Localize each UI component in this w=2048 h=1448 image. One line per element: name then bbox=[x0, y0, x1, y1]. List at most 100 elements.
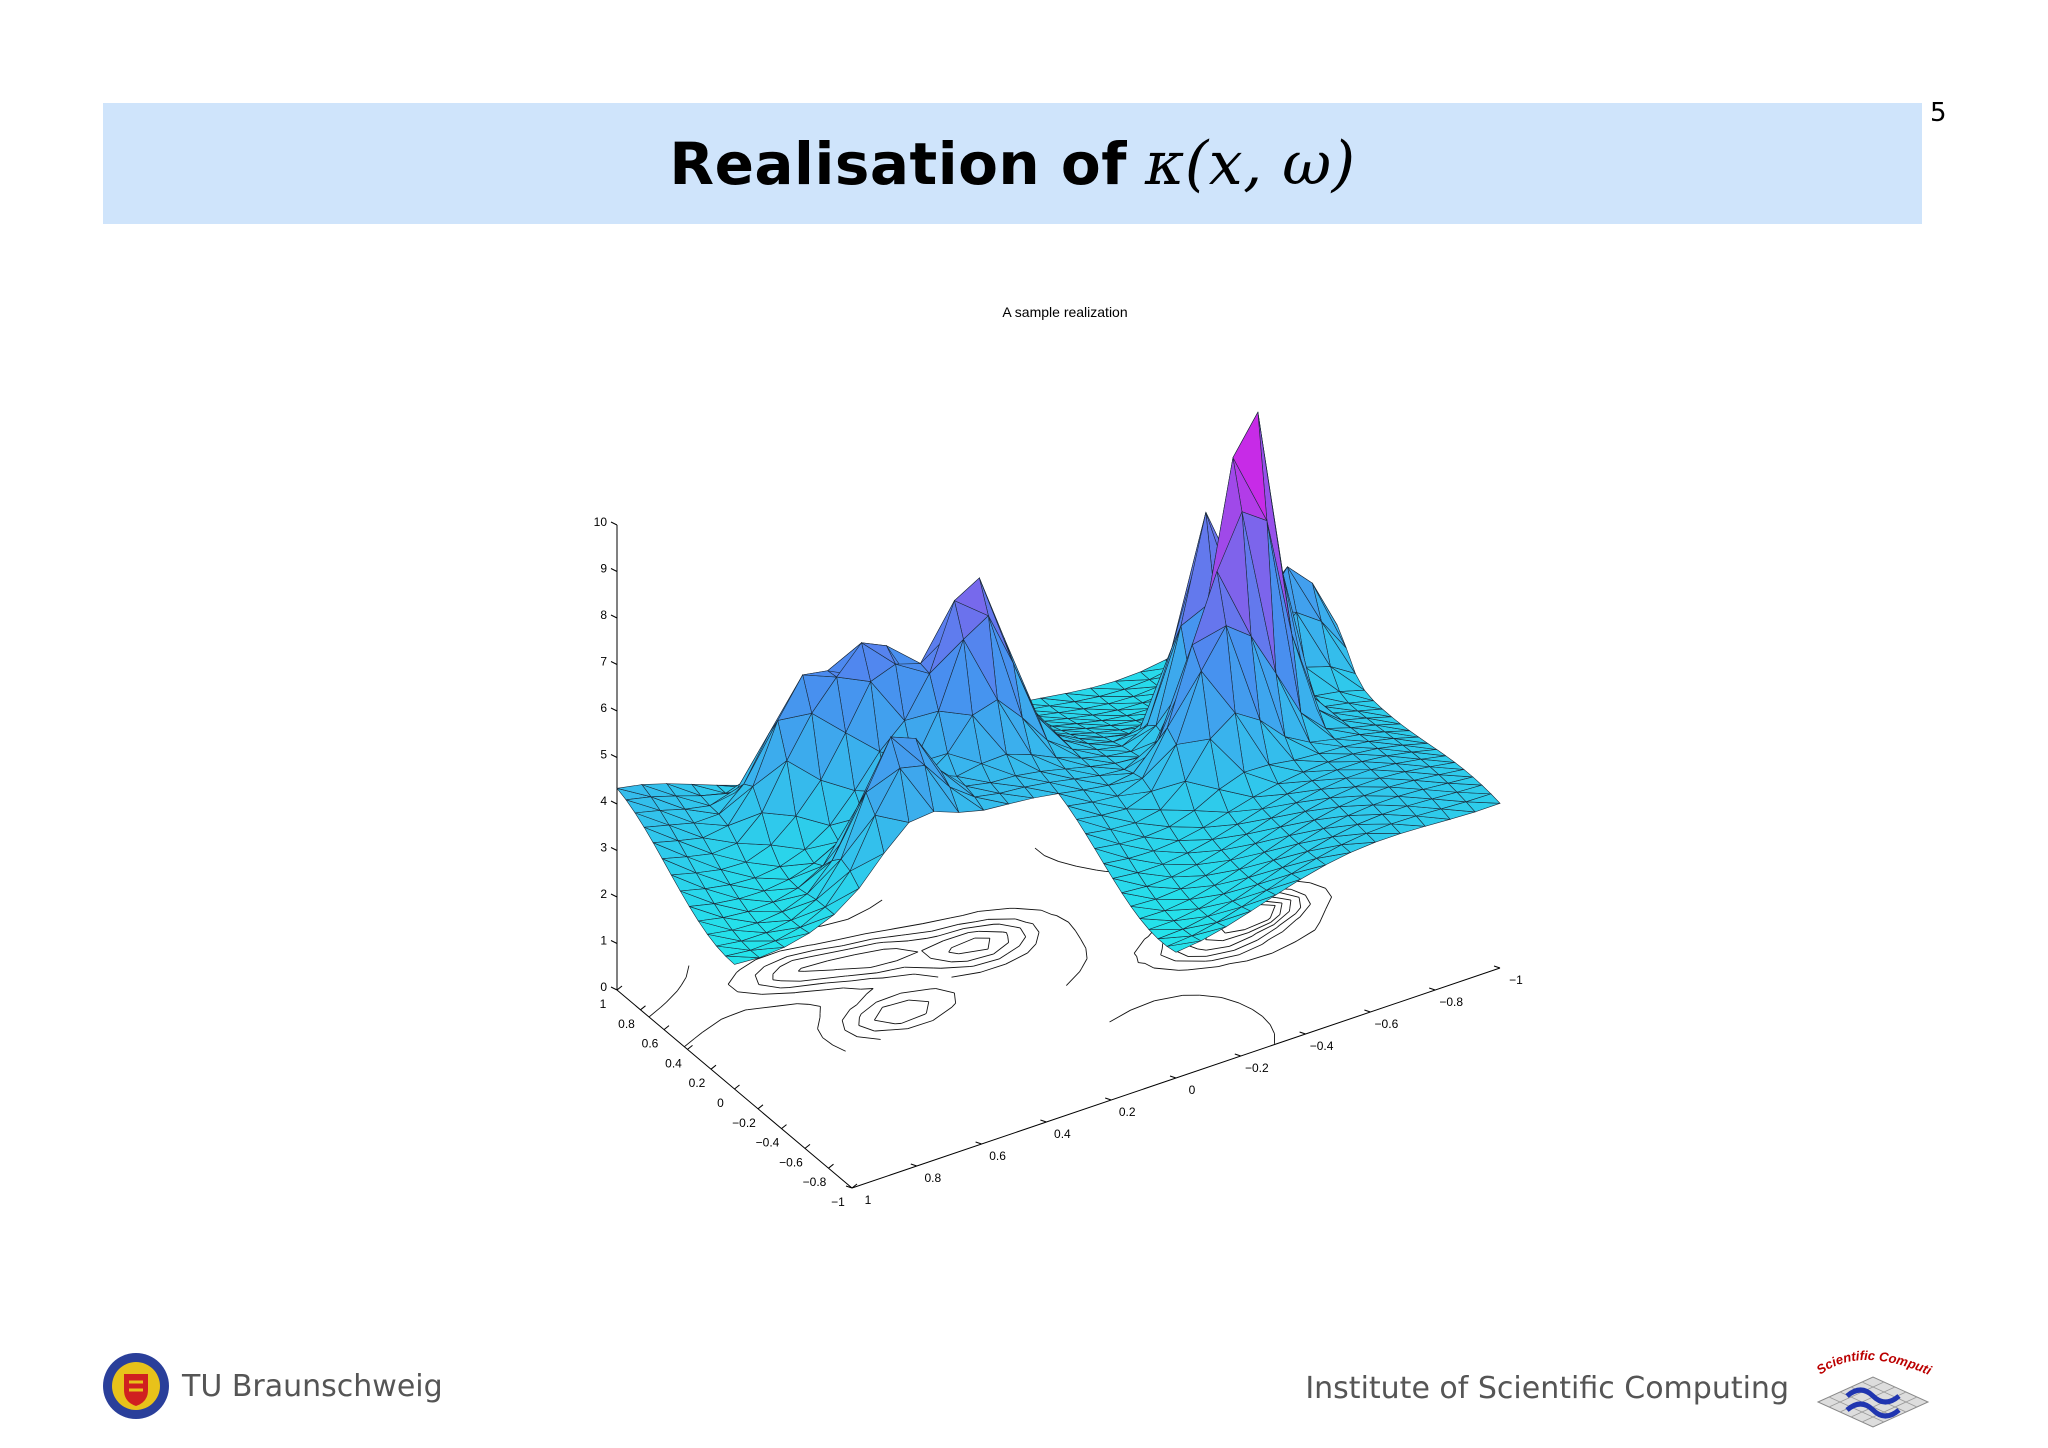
surface-facet bbox=[743, 720, 779, 785]
surface-facet bbox=[1366, 716, 1401, 725]
surface-facet bbox=[1049, 778, 1085, 791]
surface-facet bbox=[730, 877, 765, 892]
contour-segment bbox=[648, 1006, 662, 1018]
contour-segment bbox=[788, 983, 820, 989]
contour-segment bbox=[826, 980, 852, 984]
surface-facet bbox=[739, 890, 774, 903]
z-tick-label: 0 bbox=[600, 980, 607, 994]
surface-facet bbox=[1241, 511, 1277, 674]
surface-facet bbox=[1402, 743, 1437, 750]
surface-facet bbox=[1094, 843, 1130, 859]
surface-facet bbox=[775, 926, 811, 942]
surface-facet bbox=[1101, 715, 1136, 721]
y-tick-label: 0.6 bbox=[989, 1149, 1006, 1163]
surface-facet bbox=[786, 712, 822, 781]
contour-segment bbox=[1282, 919, 1297, 933]
contour-segment bbox=[1299, 903, 1311, 918]
contour-segment bbox=[1270, 914, 1281, 923]
surface-facet bbox=[741, 932, 777, 942]
surface-facet bbox=[1323, 815, 1358, 829]
surface-facet bbox=[1225, 625, 1261, 721]
surface-facet bbox=[1042, 718, 1077, 724]
surface-facet bbox=[990, 775, 1026, 788]
contour-segment bbox=[1160, 954, 1176, 962]
contour-segment bbox=[727, 972, 737, 985]
contour-segment bbox=[1229, 935, 1253, 947]
surface-facet bbox=[1157, 928, 1193, 940]
surface-facet bbox=[754, 866, 790, 880]
contour-segment bbox=[1269, 1024, 1275, 1035]
surface-facet bbox=[1108, 772, 1144, 786]
contour-segment bbox=[804, 969, 834, 972]
surface-facet bbox=[1359, 731, 1395, 739]
contour-segment bbox=[973, 958, 1000, 967]
surface-facet bbox=[1110, 720, 1145, 726]
surface-facet bbox=[653, 840, 688, 858]
contour-segment bbox=[876, 941, 884, 944]
contour-segment bbox=[860, 1001, 877, 1015]
contour-segment bbox=[820, 918, 848, 927]
surface-facet bbox=[1332, 710, 1368, 719]
contour-segment bbox=[866, 988, 874, 995]
contour-segment bbox=[1007, 945, 1020, 954]
surface-facet bbox=[1330, 786, 1365, 799]
contour-segment bbox=[1068, 921, 1076, 931]
contour-segment bbox=[883, 940, 909, 943]
surface-facet bbox=[650, 795, 686, 810]
surface-facet bbox=[1193, 788, 1229, 813]
surface-facet bbox=[1150, 743, 1186, 792]
surface-facet bbox=[953, 577, 989, 617]
contour-segment bbox=[827, 959, 833, 962]
surface-facet bbox=[732, 922, 768, 934]
contour-segment bbox=[948, 951, 959, 955]
contour-segment bbox=[926, 935, 938, 939]
x-tick-label: −0.2 bbox=[732, 1116, 756, 1130]
surface-facet bbox=[736, 812, 772, 846]
contour-segment bbox=[848, 942, 877, 950]
surface-facet bbox=[668, 822, 704, 839]
surface-facet bbox=[1332, 824, 1368, 838]
surface-facet bbox=[955, 763, 992, 784]
contour-segment bbox=[702, 1018, 722, 1033]
surface-facet bbox=[1085, 725, 1120, 731]
surface-facet bbox=[1375, 723, 1410, 732]
contour-segment bbox=[854, 948, 884, 956]
contour-segment bbox=[755, 950, 781, 961]
contour-segment bbox=[808, 954, 821, 958]
surface-facet bbox=[748, 901, 783, 913]
surface-facet bbox=[1269, 759, 1304, 773]
z-tick-mark bbox=[610, 986, 618, 991]
y-tick-mark bbox=[1429, 987, 1436, 991]
contour-segment bbox=[1273, 910, 1290, 926]
z-tick-mark bbox=[610, 893, 618, 898]
contour-segment bbox=[841, 1020, 846, 1031]
surface-facet bbox=[797, 860, 833, 889]
surface-facet bbox=[1099, 688, 1135, 697]
contour-segment bbox=[907, 1020, 934, 1030]
contour-segment bbox=[915, 973, 939, 978]
surface-facet bbox=[675, 795, 711, 807]
surface-facet bbox=[1330, 666, 1365, 691]
surface-facet bbox=[1079, 737, 1114, 743]
x-tick-label: −0.8 bbox=[803, 1175, 827, 1189]
surface-facet bbox=[1341, 717, 1377, 726]
surface-facet bbox=[1146, 625, 1182, 726]
surface-facet bbox=[723, 911, 758, 924]
contour-segment bbox=[869, 965, 876, 968]
surface-facet bbox=[616, 784, 652, 798]
y-tick-label: −0.8 bbox=[1439, 995, 1463, 1009]
surface-facet bbox=[980, 753, 1017, 777]
contour-segment bbox=[1076, 865, 1097, 871]
surface-facet bbox=[1345, 769, 1381, 779]
contour-segment bbox=[1222, 932, 1249, 942]
surface-facet bbox=[1377, 744, 1413, 753]
y-tick-label: −0.4 bbox=[1310, 1039, 1334, 1053]
surface-facet bbox=[1162, 852, 1198, 866]
contour-segment bbox=[1006, 932, 1009, 937]
contour-segment bbox=[950, 915, 963, 919]
surface-facet bbox=[1280, 811, 1315, 828]
surface-facet bbox=[974, 793, 1010, 805]
surface-facet bbox=[1300, 712, 1336, 740]
surface-facet bbox=[1243, 764, 1279, 785]
contour-segment bbox=[736, 969, 741, 974]
